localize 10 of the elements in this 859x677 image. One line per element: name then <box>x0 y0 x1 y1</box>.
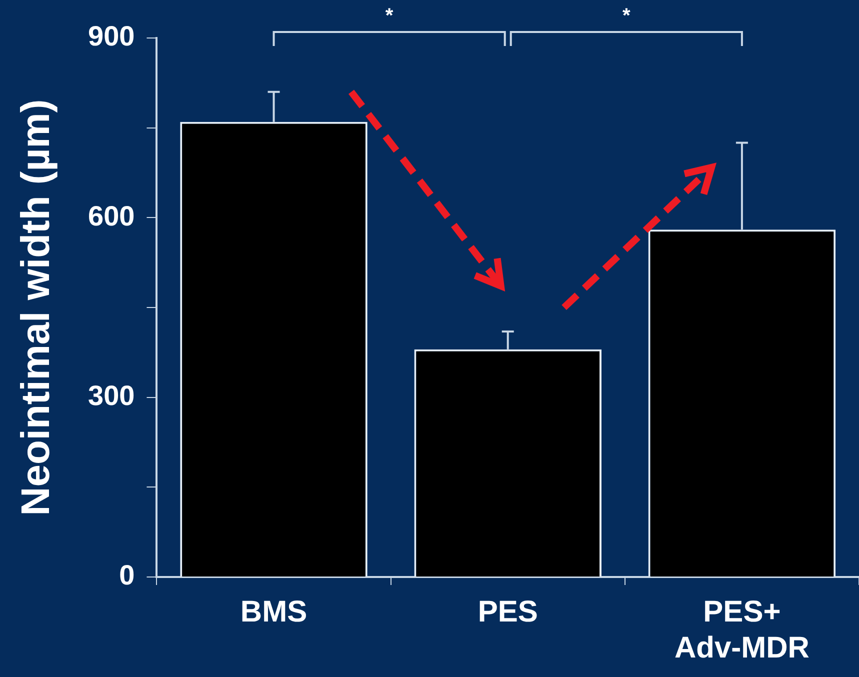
y-axis-title: Neointimal width (µm) <box>14 99 58 516</box>
x-tick-label: PES <box>478 595 538 628</box>
x-tick-label: PES+ Adv-MDR <box>674 595 810 664</box>
text: * <box>385 5 394 27</box>
y-tick-label: 900 <box>88 20 135 52</box>
x-tick-label: BMS <box>240 595 308 628</box>
text: * <box>622 5 631 27</box>
y-tick-label: 0 <box>119 560 135 591</box>
y-tick-label: 600 <box>88 200 135 232</box>
y-tick-label: 300 <box>88 380 135 412</box>
